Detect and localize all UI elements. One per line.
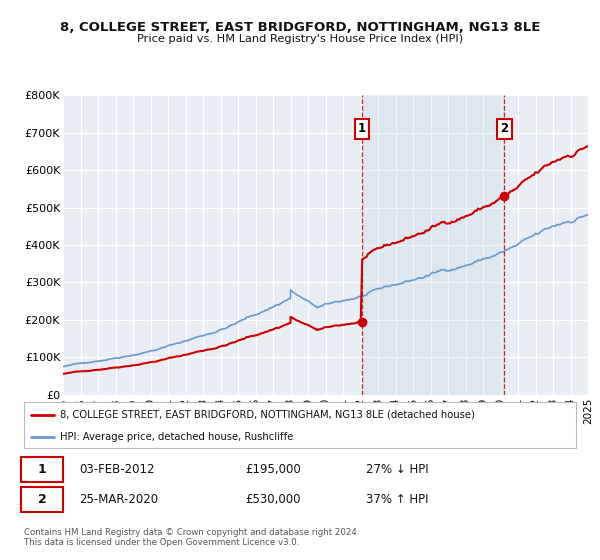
Text: 25-MAR-2020: 25-MAR-2020 bbox=[79, 493, 158, 506]
Text: This data is licensed under the Open Government Licence v3.0.: This data is licensed under the Open Gov… bbox=[24, 538, 299, 547]
Text: 27% ↓ HPI: 27% ↓ HPI bbox=[366, 463, 429, 476]
Text: 2: 2 bbox=[38, 493, 46, 506]
Text: 8, COLLEGE STREET, EAST BRIDGFORD, NOTTINGHAM, NG13 8LE (detached house): 8, COLLEGE STREET, EAST BRIDGFORD, NOTTI… bbox=[60, 410, 475, 420]
Text: 2: 2 bbox=[500, 123, 508, 136]
Text: 03-FEB-2012: 03-FEB-2012 bbox=[79, 463, 155, 476]
FancyBboxPatch shape bbox=[21, 457, 62, 482]
Text: HPI: Average price, detached house, Rushcliffe: HPI: Average price, detached house, Rush… bbox=[60, 432, 293, 441]
Bar bbox=[362, 95, 505, 395]
Text: Contains HM Land Registry data © Crown copyright and database right 2024.: Contains HM Land Registry data © Crown c… bbox=[24, 528, 359, 536]
Text: 37% ↑ HPI: 37% ↑ HPI bbox=[366, 493, 429, 506]
Text: 8, COLLEGE STREET, EAST BRIDGFORD, NOTTINGHAM, NG13 8LE: 8, COLLEGE STREET, EAST BRIDGFORD, NOTTI… bbox=[60, 21, 540, 34]
Text: £195,000: £195,000 bbox=[245, 463, 301, 476]
FancyBboxPatch shape bbox=[21, 487, 62, 512]
Text: 1: 1 bbox=[358, 123, 366, 136]
Text: 1: 1 bbox=[38, 463, 46, 476]
Text: Price paid vs. HM Land Registry's House Price Index (HPI): Price paid vs. HM Land Registry's House … bbox=[137, 34, 463, 44]
Text: £530,000: £530,000 bbox=[245, 493, 301, 506]
